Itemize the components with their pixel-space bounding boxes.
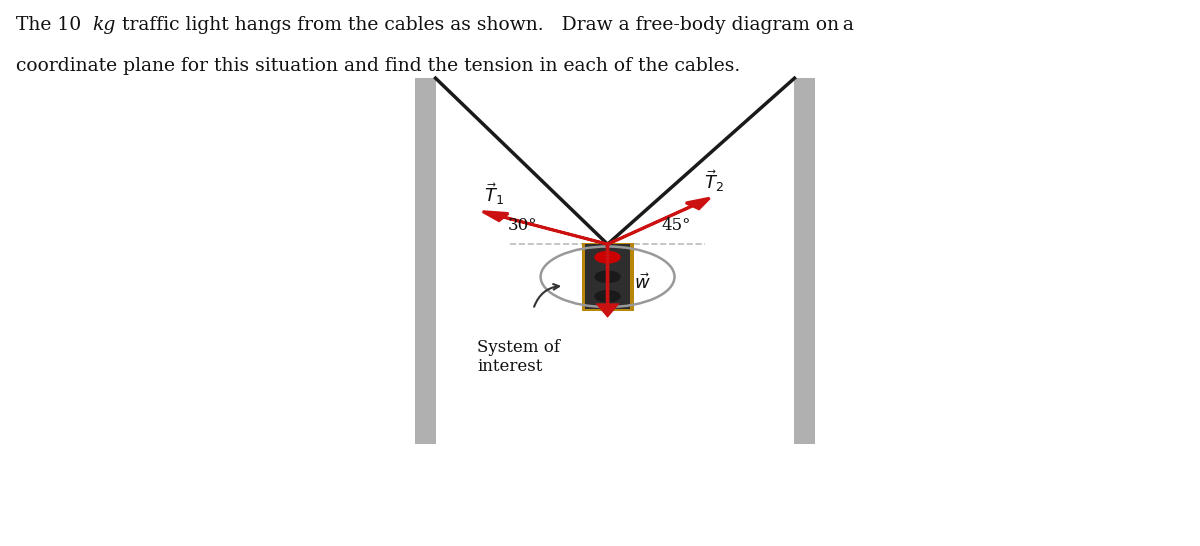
- Circle shape: [595, 290, 620, 302]
- Text: traffic light hangs from the cables as shown.   Draw a free-body diagram on a: traffic light hangs from the cables as s…: [116, 16, 854, 34]
- Text: 45°: 45°: [661, 217, 691, 234]
- Text: The 10: The 10: [16, 16, 80, 34]
- Circle shape: [595, 271, 620, 282]
- Text: $\vec{T}_1$: $\vec{T}_1$: [484, 182, 504, 207]
- Text: coordinate plane for this situation and find the tension in each of the cables.: coordinate plane for this situation and …: [16, 57, 740, 75]
- FancyArrow shape: [482, 212, 607, 245]
- Circle shape: [595, 252, 620, 263]
- Bar: [415, 78, 436, 444]
- Text: System of
interest: System of interest: [478, 339, 560, 376]
- Bar: [794, 78, 815, 444]
- Bar: [586, 244, 630, 310]
- Text: kg: kg: [92, 16, 115, 34]
- FancyArrow shape: [599, 244, 617, 316]
- Text: $\vec{w}$: $\vec{w}$: [634, 274, 650, 293]
- Text: $\vec{T}_2$: $\vec{T}_2$: [704, 168, 724, 194]
- Bar: [582, 242, 634, 311]
- Text: 30°: 30°: [508, 217, 538, 234]
- FancyArrow shape: [607, 198, 709, 245]
